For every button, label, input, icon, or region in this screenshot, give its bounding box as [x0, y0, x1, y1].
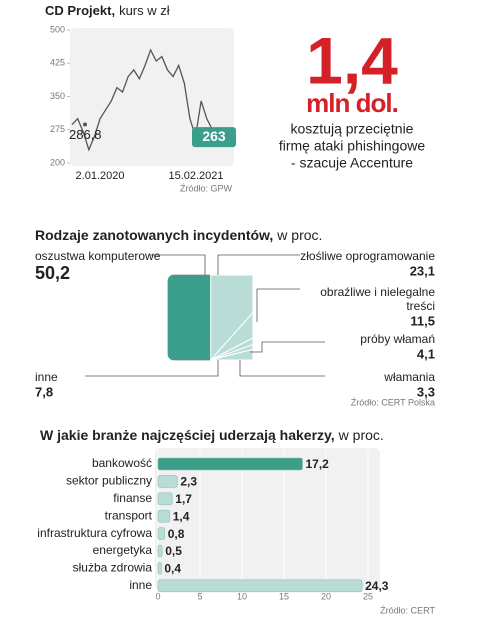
value-label: 4,1	[417, 346, 435, 361]
category-label: złośliwe oprogramowanie	[300, 249, 435, 263]
bar-panel	[155, 448, 380, 590]
source: Źródło: GPW	[180, 183, 233, 193]
slice	[168, 275, 211, 360]
connector	[239, 360, 325, 377]
x-tick-label: 0	[155, 591, 160, 601]
bar	[157, 544, 163, 558]
value-label: 1,7	[175, 492, 192, 506]
point	[83, 122, 87, 127]
category-label: inne	[35, 370, 58, 384]
bar	[157, 509, 171, 523]
bar	[157, 579, 363, 593]
subtitle: kurs w zł	[119, 3, 170, 18]
value-label: 3,3	[417, 384, 435, 399]
x-tick-label: 5	[197, 591, 202, 601]
subtitle: w proc.	[338, 427, 384, 443]
connector	[256, 288, 300, 322]
category-label: próby włamań	[360, 332, 435, 346]
value-label: 17,2	[305, 457, 329, 471]
y-tick-label: 500	[50, 24, 65, 34]
callout-text: - szacuje Accenture	[291, 155, 413, 171]
connector	[85, 360, 219, 377]
category-label: obraźliwe i nielegalne treści	[320, 285, 435, 313]
subtitle: w proc.	[276, 227, 322, 243]
category-label: energetyka	[93, 543, 153, 557]
title: CD Projekt,	[45, 3, 115, 18]
industries-title: W jakie branże najczęściej uderzają hake…	[40, 427, 384, 443]
category-label: służba zdrowia	[73, 561, 153, 575]
value-label: 23,1	[410, 263, 435, 278]
x-tick-label: 10	[237, 591, 247, 601]
title: W jakie branże najczęściej uderzają hake…	[40, 427, 335, 443]
source: Źródło: CERT Polska	[351, 397, 435, 407]
value-label: 263	[202, 128, 226, 144]
value-label: 7,8	[35, 384, 53, 399]
value-label: 1,4	[173, 509, 190, 523]
slice	[210, 348, 254, 361]
title: Rodzaje zanotowanych incydentów,	[35, 227, 273, 243]
connector	[217, 254, 300, 275]
x-tick-label: 20	[321, 591, 331, 601]
bar	[157, 475, 178, 488]
value-label: 286,8	[69, 127, 102, 142]
y-tick-label: 200	[50, 157, 65, 167]
callout-unit: mln dol.	[306, 88, 398, 118]
category-label: infrastruktura cyfrowa	[37, 526, 152, 540]
category-label: oszustwa komputerowe	[35, 249, 161, 263]
value-label: 0,8	[168, 527, 185, 541]
value-box	[192, 127, 236, 148]
callout-text: kosztują przeciętnie	[291, 121, 414, 137]
value-label: 0,4	[164, 562, 181, 576]
x-tick-label: 15	[279, 591, 289, 601]
value-label: 24,3	[365, 579, 389, 593]
category-label: inne	[129, 578, 152, 592]
y-tick-label: 425	[50, 58, 65, 68]
category-label: włamania	[383, 370, 435, 384]
bar	[157, 457, 303, 471]
incidents-title: Rodzaje zanotowanych incydentów, w proc.	[35, 227, 322, 243]
x-tick-label: 15.02.2021	[168, 170, 223, 182]
category-label: transport	[105, 508, 153, 522]
callout-text: firmę ataki phishingowe	[279, 138, 426, 154]
category-label: finanse	[113, 491, 152, 505]
x-tick-label: 25	[363, 591, 373, 601]
category-label: sektor publiczny	[66, 474, 152, 488]
source: Źródło: CERT	[380, 605, 435, 615]
value-label: 0,5	[165, 544, 182, 558]
value-label: 11,5	[410, 313, 435, 328]
stock-title: CD Projekt, kurs w zł	[45, 3, 170, 18]
y-tick-label: 350	[50, 91, 65, 101]
callout-value: 1,4	[306, 23, 398, 97]
bar	[157, 562, 162, 575]
bar	[157, 492, 173, 506]
y-tick-label: 275	[50, 124, 65, 134]
category-label: bankowość	[92, 456, 152, 470]
bar	[157, 527, 166, 540]
connector	[150, 254, 206, 275]
value-label: 50,2	[35, 263, 70, 283]
connector	[250, 341, 325, 353]
value-label: 2,3	[180, 475, 197, 489]
x-tick-label: 2.01.2020	[76, 170, 125, 182]
